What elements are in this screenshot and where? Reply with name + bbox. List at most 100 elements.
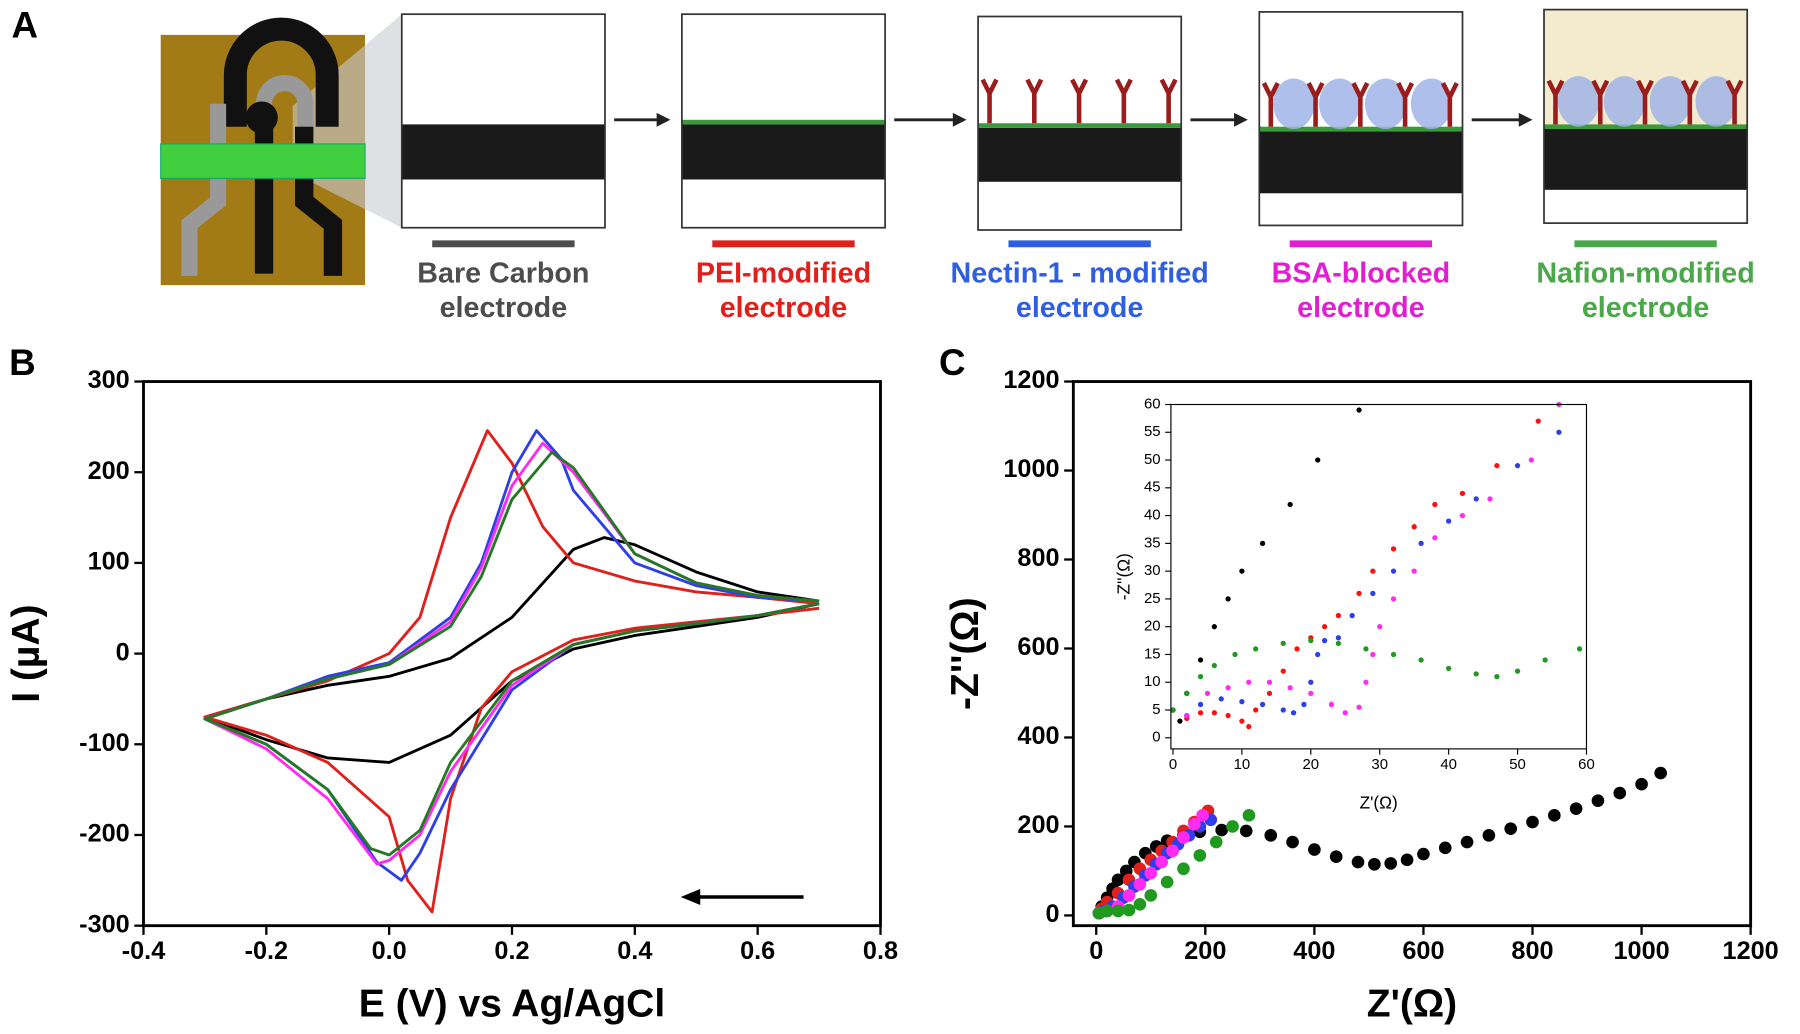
box-frame: [1258, 11, 1464, 227]
antibody-shape: [1261, 82, 1280, 127]
data-point: [1294, 646, 1300, 652]
y-tick-label: 600: [1017, 633, 1059, 661]
data-point: [1211, 624, 1217, 630]
bsa: [1649, 76, 1691, 127]
data-point: [1280, 640, 1286, 646]
data-point: [1197, 701, 1204, 708]
y-tick-label: -200: [79, 820, 130, 848]
data-point: [1100, 904, 1114, 918]
y-tick-label: 10: [1144, 673, 1161, 690]
data-point: [1188, 817, 1201, 831]
x-tick-label: 10: [1234, 756, 1251, 773]
data-point: [1473, 496, 1479, 502]
y-tick-label: 200: [88, 457, 130, 485]
step-label: Nectin-1 - modified: [951, 257, 1209, 289]
cv-curve: [203, 536, 820, 764]
x-axis-label: E (V) vs Ag/AgCl: [359, 982, 665, 1025]
box-frame: [681, 13, 886, 229]
data-point: [1635, 777, 1648, 791]
data-point: [1411, 568, 1417, 574]
bsa: [1410, 78, 1453, 129]
data-point: [1654, 766, 1667, 780]
step-label: Nafion-modified: [1536, 257, 1754, 289]
data-point: [1446, 665, 1452, 671]
data-point: [1111, 904, 1125, 918]
data-point: [1111, 873, 1125, 887]
data-point: [1218, 696, 1224, 702]
data-point: [1315, 457, 1321, 463]
bsa: [1695, 76, 1737, 127]
antibody: [1396, 82, 1415, 127]
antibody-shape: [1114, 78, 1133, 124]
data-point: [1418, 657, 1424, 663]
antibody-shape: [1070, 78, 1089, 124]
data-point: [1225, 596, 1231, 602]
antibody: [1591, 79, 1610, 125]
data-point: [1204, 690, 1211, 696]
y-axis-label: I (µA): [5, 604, 48, 702]
step-label: BSA-blocked: [1272, 257, 1451, 289]
data-point: [1160, 875, 1174, 889]
data-point: [1411, 524, 1417, 530]
antibody: [1680, 79, 1699, 125]
data-point: [1290, 710, 1297, 716]
data-point: [1370, 651, 1376, 658]
y-tick-label: 55: [1144, 423, 1161, 440]
y-tick-label: -300: [79, 910, 130, 938]
data-point: [1266, 690, 1273, 696]
antibody: [1114, 78, 1133, 124]
data-point: [1301, 701, 1307, 708]
data-point: [1460, 835, 1474, 849]
data-point: [1528, 457, 1534, 463]
step-label: electrode: [1016, 292, 1144, 324]
data-point: [1432, 535, 1438, 541]
data-point: [1226, 820, 1239, 833]
data-point: [1349, 612, 1355, 619]
plot-frame: [142, 380, 882, 928]
y-tick-label: 40: [1144, 507, 1161, 524]
data-point: [1417, 847, 1430, 861]
data-point: [1308, 843, 1321, 856]
data-point: [1166, 844, 1179, 858]
data-point: [1514, 668, 1521, 674]
data-point: [1370, 568, 1376, 574]
data-point: [1280, 668, 1286, 674]
data-point: [1232, 651, 1238, 658]
data-point: [1321, 624, 1328, 630]
y-tick-label: 0: [1046, 900, 1060, 928]
data-point: [1122, 889, 1136, 902]
data-point: [1576, 646, 1583, 652]
data-point: [1287, 501, 1293, 508]
step-label: Bare Carbon: [417, 257, 589, 289]
panel-label: A: [11, 5, 38, 46]
antibody-shape: [1591, 79, 1610, 125]
pei-layer: [978, 123, 1182, 128]
data-point: [1264, 829, 1278, 842]
data-point: [1613, 786, 1627, 800]
antibody-shape: [1306, 82, 1325, 127]
antibody-shape: [1546, 79, 1565, 125]
x-tick-label: 40: [1440, 756, 1457, 773]
pei-layer: [681, 119, 886, 125]
data-point: [1239, 699, 1245, 705]
antibody: [1306, 82, 1325, 127]
y-tick-label: 35: [1144, 534, 1161, 551]
antibody: [1261, 82, 1280, 127]
data-point: [1253, 707, 1259, 713]
antibody-shape: [1396, 82, 1415, 127]
data-point: [1321, 637, 1328, 644]
data-point: [1569, 802, 1583, 815]
x-tick-label: 1000: [1613, 937, 1669, 965]
data-point: [1459, 490, 1466, 497]
data-point: [1335, 612, 1342, 619]
data-point: [1356, 407, 1362, 413]
antibody: [1440, 82, 1459, 127]
pei-layer: [1259, 126, 1463, 132]
data-point: [1351, 855, 1365, 869]
data-point: [1122, 903, 1136, 917]
y-tick-label: 800: [1017, 544, 1059, 572]
data-point: [1494, 674, 1500, 680]
x-tick-label: 50: [1509, 756, 1526, 773]
carbon-layer: [978, 127, 1182, 182]
x-tick-label: 200: [1184, 937, 1226, 965]
